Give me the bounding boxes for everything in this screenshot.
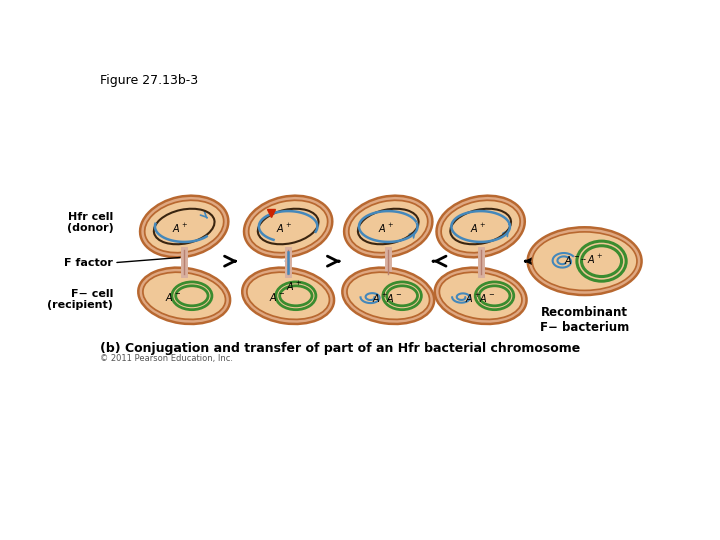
Ellipse shape (436, 195, 525, 257)
Ellipse shape (435, 268, 526, 324)
Text: Figure 27.13b-3: Figure 27.13b-3 (99, 74, 197, 87)
Text: $\it{A}^+$: $\it{A}^+$ (465, 292, 481, 305)
Text: F− cell
(recipient): F− cell (recipient) (48, 289, 113, 310)
Text: --: -- (581, 255, 587, 264)
Text: $\it{A}^+$: $\it{A}^+$ (372, 292, 389, 305)
Ellipse shape (242, 268, 334, 324)
Ellipse shape (441, 200, 520, 253)
Ellipse shape (344, 195, 433, 257)
Text: $\it{A}^-$: $\it{A}^-$ (166, 292, 181, 303)
Text: $\it{A}^+$: $\it{A}^+$ (172, 222, 189, 235)
Ellipse shape (145, 200, 224, 253)
Ellipse shape (138, 268, 230, 324)
Text: $\it{A}^+$: $\it{A}^+$ (287, 280, 302, 293)
Text: $\it{A}^+$: $\it{A}^+$ (587, 253, 603, 266)
Ellipse shape (143, 272, 225, 319)
Text: $\it{A}^+$: $\it{A}^+$ (276, 222, 292, 235)
Text: $\it{A}^-$: $\it{A}^-$ (386, 292, 402, 304)
Text: $\it{A}^-$: $\it{A}^-$ (564, 254, 581, 266)
Text: $\it{A}^+$: $\it{A}^+$ (470, 222, 487, 235)
Ellipse shape (342, 268, 434, 324)
Text: F factor: F factor (65, 258, 113, 268)
Text: (b) Conjugation and transfer of part of an Hfr bacterial chromosome: (b) Conjugation and transfer of part of … (99, 342, 580, 355)
Ellipse shape (247, 272, 330, 319)
Ellipse shape (248, 200, 328, 253)
Ellipse shape (347, 272, 430, 319)
Text: Hfr cell
(donor): Hfr cell (donor) (67, 212, 113, 233)
Ellipse shape (528, 227, 642, 295)
Ellipse shape (348, 200, 428, 253)
Text: $\it{A}^+$: $\it{A}^+$ (378, 222, 394, 235)
Text: © 2011 Pearson Education, Inc.: © 2011 Pearson Education, Inc. (99, 354, 233, 363)
Ellipse shape (439, 272, 522, 319)
Ellipse shape (140, 195, 228, 257)
Text: $\it{A}^-$: $\it{A}^-$ (479, 292, 495, 304)
Ellipse shape (532, 232, 637, 291)
Text: Recombinant
F− bacterium: Recombinant F− bacterium (540, 306, 629, 334)
Text: $\it{A}^-$: $\it{A}^-$ (269, 292, 286, 303)
Ellipse shape (244, 195, 332, 257)
